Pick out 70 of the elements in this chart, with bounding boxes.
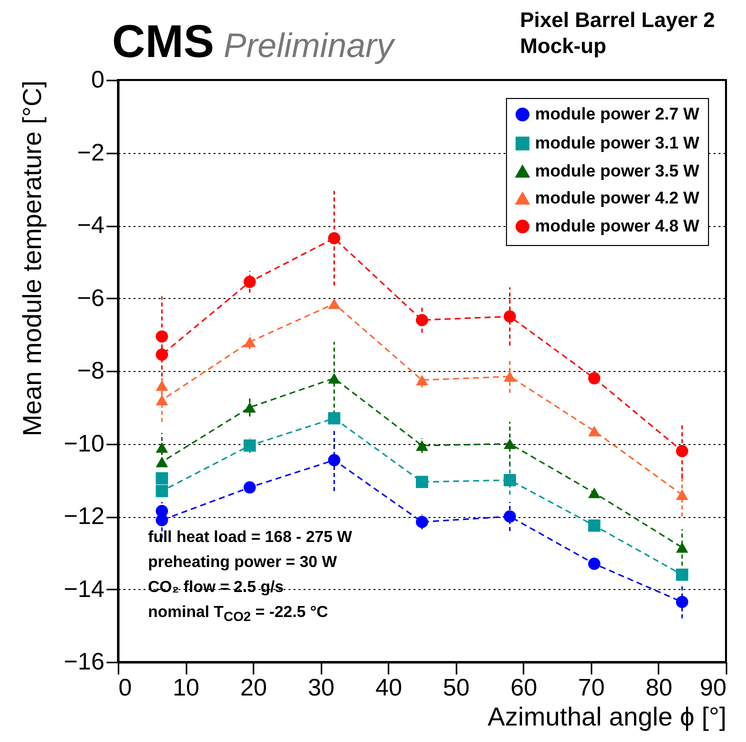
y-tick-label: −14 — [64, 576, 104, 603]
x-tick-label: 80 — [646, 674, 672, 702]
point — [416, 440, 428, 451]
y-tick-label: −10 — [64, 430, 104, 458]
y-tick-label: −12 — [64, 503, 104, 530]
point — [676, 489, 688, 500]
point — [156, 380, 168, 391]
legend-label: module power 2.7 W — [535, 104, 700, 124]
point — [328, 412, 340, 424]
legend-label: module power 3.5 W — [535, 162, 700, 180]
point — [504, 474, 516, 486]
x-tick-label: 90 — [700, 674, 726, 702]
x-axis-title: Azimuthal angle ϕ [°] — [488, 702, 726, 732]
point — [588, 372, 600, 384]
annotation: preheating power = 30 W — [148, 553, 338, 573]
point — [504, 310, 516, 323]
point — [676, 542, 688, 553]
y-tick-label: −16 — [64, 648, 104, 676]
point — [588, 488, 600, 498]
x-tick-label: 70 — [578, 674, 605, 702]
point — [156, 456, 168, 468]
point — [416, 516, 428, 528]
point — [244, 402, 256, 413]
y-axis-title: Mean module temperature [°C] — [16, 80, 47, 436]
point — [328, 298, 340, 310]
y-tick-label: −8 — [77, 358, 104, 384]
annotation: full heat load = 168 - 275 W — [148, 528, 352, 548]
chart-subtitle: Pixel Barrel Layer 2 Mock-up — [520, 8, 716, 60]
point — [156, 472, 168, 484]
point — [156, 484, 168, 498]
point — [416, 476, 428, 488]
point — [244, 276, 256, 288]
point — [328, 232, 340, 244]
point — [244, 481, 256, 494]
point — [328, 454, 340, 466]
annotation: nominal T$_{CO2}$ = -22.5 °C — [148, 603, 330, 626]
point — [156, 348, 168, 361]
x-tick-label: 30 — [308, 674, 335, 702]
point — [416, 314, 428, 326]
x-tick-label: 20 — [240, 674, 267, 702]
point — [156, 394, 168, 406]
x-tick-label: 50 — [442, 674, 470, 702]
x-tick-label: 40 — [375, 674, 402, 702]
point — [588, 519, 600, 532]
point — [588, 426, 600, 436]
point — [416, 374, 428, 386]
point — [244, 336, 256, 348]
legend-label: module power 4.2 W — [535, 188, 700, 208]
point — [244, 439, 256, 452]
point — [588, 558, 600, 570]
point — [676, 568, 688, 581]
x-tick-label: 60 — [510, 674, 538, 702]
point — [156, 514, 168, 526]
point — [504, 371, 516, 382]
point — [156, 330, 168, 343]
x-tick-label: 0 — [118, 674, 132, 702]
chart-title: CMS Preliminary — [112, 15, 394, 67]
y-tick-label: −2 — [77, 139, 104, 166]
x-tick-label: 10 — [172, 674, 200, 702]
y-tick-label: 0 — [91, 66, 104, 94]
y-tick-label: −6 — [77, 284, 104, 312]
point — [504, 438, 516, 450]
point — [676, 596, 688, 608]
point — [328, 372, 340, 384]
point — [504, 510, 516, 523]
legend-label: module power 4.8 W — [535, 216, 700, 236]
legend-label: module power 3.1 W — [535, 134, 700, 152]
y-tick-label: −4 — [77, 212, 104, 239]
point — [676, 444, 688, 458]
point — [156, 442, 168, 453]
